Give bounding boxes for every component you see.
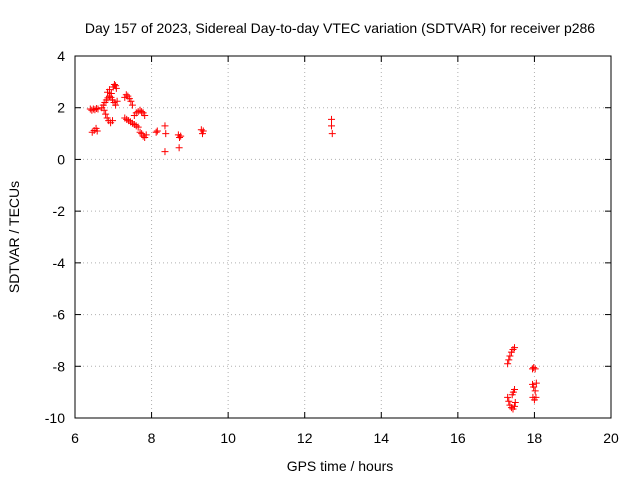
y-tick-label: -10 [45,410,65,426]
data-point [136,128,144,136]
y-tick-label: -4 [53,255,66,271]
data-point [139,132,147,140]
data-point [505,397,513,405]
data-point [134,123,142,131]
data-point [122,91,130,99]
x-tick-label: 16 [450,430,466,446]
data-point [532,393,540,401]
y-tick-label: -8 [53,358,66,374]
data-points [86,80,540,413]
data-point [530,364,538,372]
data-point [199,127,207,135]
x-tick-label: 14 [373,430,389,446]
y-tick-label: -6 [53,307,66,323]
x-tick-label: 12 [297,430,313,446]
data-point [113,97,121,105]
data-point [162,130,170,138]
data-point [511,402,519,410]
data-point [109,117,117,125]
data-point [88,106,96,114]
data-point [176,133,184,141]
data-point [161,148,169,156]
data-point [107,89,115,97]
data-point [128,101,136,109]
data-point [505,356,513,364]
data-point [531,387,539,395]
data-point [112,101,120,109]
plot-frame [74,55,612,419]
y-tick-label: -2 [53,203,66,219]
x-tick-label: 18 [527,430,543,446]
data-point [127,97,135,105]
data-point [141,111,149,119]
y-tick-label: 4 [57,48,65,64]
y-tick-label: 0 [57,151,65,167]
data-point [105,86,113,94]
data-point [153,127,161,135]
data-point [531,365,539,373]
axis-ticks: 6 8 10 12 14 16 18 20 -10 -8 -6 -4 -2 0 2 4 [45,48,619,446]
data-point [93,127,101,135]
data-point [161,122,169,130]
data-point [91,106,99,114]
x-tick-label: 20 [603,430,619,446]
data-point [328,122,336,130]
data-point [152,128,160,136]
data-point [177,132,185,140]
data-point [509,345,517,353]
grid-layer [75,56,611,418]
data-point [138,108,146,116]
data-point [94,105,102,113]
data-point [102,110,110,118]
chart-title: Day 157 of 2023, Sidereal Day-to-day VTE… [85,20,595,36]
data-point [142,131,150,139]
data-point [530,383,538,391]
y-axis-label: SDTVAR / TECUs [6,181,22,293]
data-point [110,80,118,88]
data-point [506,352,514,360]
data-point [88,128,96,136]
data-point [507,404,515,412]
x-tick-label: 6 [71,430,79,446]
data-point [511,398,519,406]
data-point [328,115,336,123]
y-tick-label: 2 [57,100,65,116]
data-point [197,126,205,134]
data-point [532,379,540,387]
data-point [100,106,108,114]
x-tick-label: 8 [148,430,156,446]
data-point [511,344,519,352]
data-point [504,360,512,368]
x-tick-label: 10 [220,430,236,446]
data-point [175,144,183,152]
data-point [92,104,100,112]
x-axis-label: GPS time / hours [287,458,394,474]
data-point [511,386,519,394]
data-point [504,393,512,401]
data-point [328,130,336,138]
data-point [112,84,120,92]
